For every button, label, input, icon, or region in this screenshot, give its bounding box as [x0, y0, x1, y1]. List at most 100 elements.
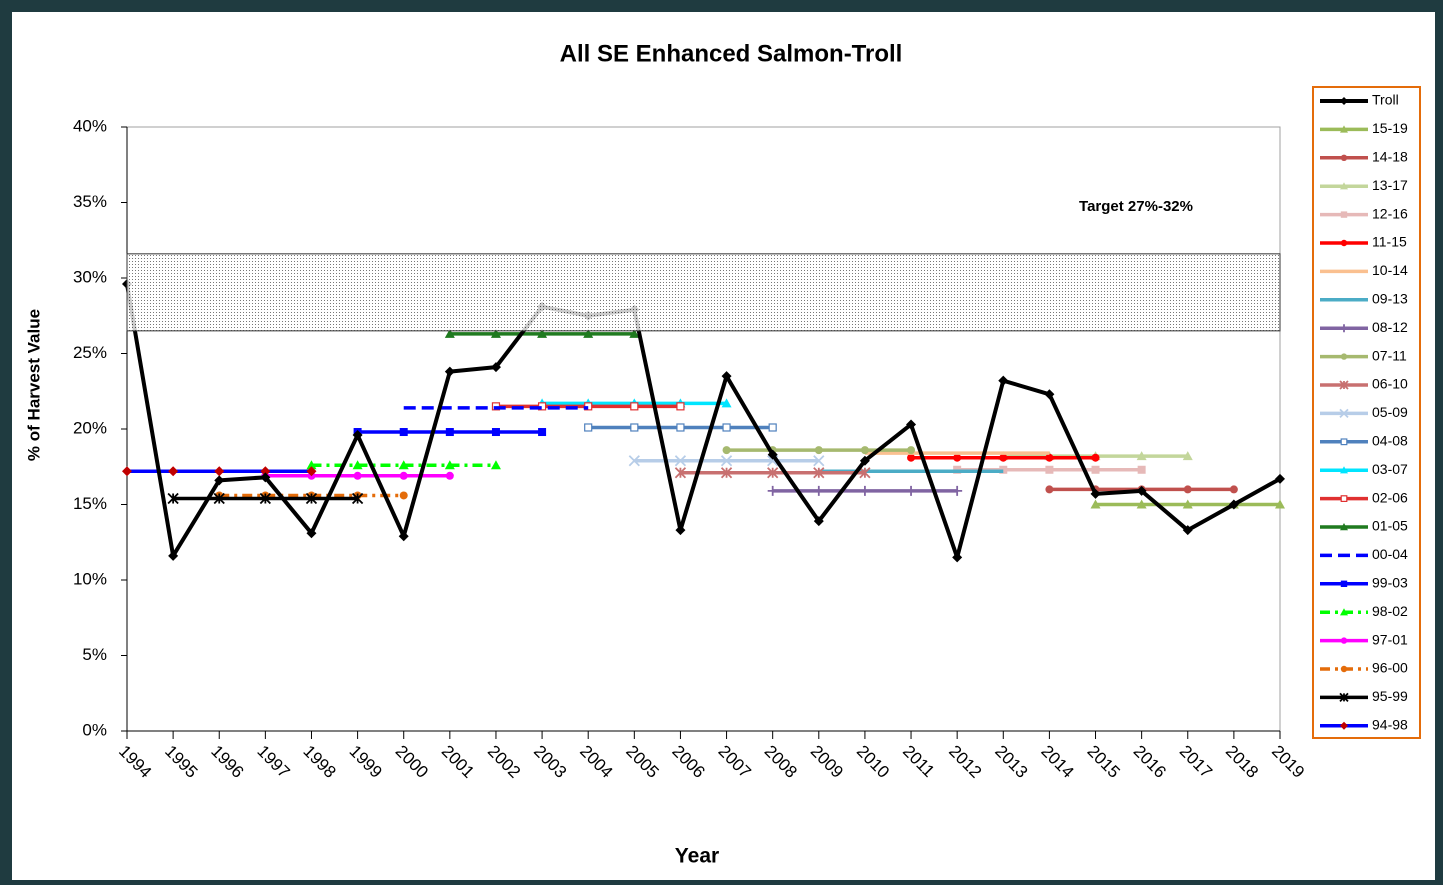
marker	[306, 460, 317, 470]
marker	[952, 552, 963, 563]
marker	[305, 492, 318, 505]
marker	[676, 402, 685, 411]
legend-label: 01-05	[1372, 518, 1408, 534]
legend-marker	[1340, 438, 1348, 446]
target-band	[126, 253, 1281, 332]
legend-label: 09-13	[1372, 291, 1408, 307]
legend-label: 14-18	[1372, 149, 1408, 165]
legend-marker	[1340, 637, 1348, 644]
legend-marker	[1340, 324, 1348, 333]
marker	[1091, 465, 1100, 474]
marker	[1275, 499, 1285, 509]
marker	[722, 423, 731, 432]
legend-label: 06-10	[1372, 376, 1408, 392]
marker	[767, 485, 778, 496]
legend-label: 11-15	[1372, 234, 1407, 250]
legend-label: 04-08	[1372, 433, 1408, 449]
marker	[122, 466, 132, 477]
legend-marker	[1340, 154, 1348, 161]
legend-marker	[1340, 97, 1348, 105]
marker	[260, 466, 271, 477]
marker	[260, 472, 271, 483]
marker	[583, 328, 594, 338]
marker	[1136, 499, 1147, 509]
marker	[1045, 485, 1054, 494]
marker	[721, 371, 732, 382]
marker	[906, 485, 917, 496]
legend-marker	[1340, 239, 1348, 247]
marker	[1045, 453, 1054, 462]
marker	[399, 491, 408, 500]
marker	[399, 471, 408, 480]
y-tick-label: 15%	[73, 494, 107, 513]
marker	[676, 423, 685, 432]
marker	[813, 516, 824, 527]
legend-label: 95-99	[1372, 688, 1408, 704]
legend-marker	[1339, 408, 1349, 419]
marker	[445, 471, 454, 480]
x-axis-title: Year	[675, 845, 719, 868]
marker	[1275, 473, 1285, 484]
legend-marker	[1340, 466, 1348, 474]
chart-title: All SE Enhanced Salmon-Troll	[560, 40, 903, 67]
legend-marker	[1340, 182, 1348, 190]
marker	[720, 467, 733, 479]
y-tick-label: 20%	[73, 418, 107, 437]
marker	[813, 467, 825, 479]
marker	[537, 328, 548, 338]
marker	[1229, 485, 1238, 494]
marker	[306, 528, 317, 539]
marker	[721, 398, 732, 408]
legend-label: 13-17	[1372, 177, 1408, 193]
marker	[674, 455, 687, 467]
legend-label: 00-04	[1372, 546, 1408, 562]
legend-marker	[1340, 608, 1348, 616]
marker	[353, 471, 362, 480]
legend-label: Troll	[1372, 92, 1399, 108]
marker	[445, 428, 454, 437]
legend-marker	[1340, 665, 1348, 673]
annotation: Target 27%-32%	[1079, 198, 1193, 215]
marker	[584, 423, 593, 432]
marker	[398, 460, 409, 470]
marker	[490, 460, 501, 470]
marker	[1228, 499, 1239, 510]
legend-marker	[1339, 380, 1349, 390]
marker	[444, 366, 455, 377]
marker	[491, 428, 500, 437]
legend-label: 99-03	[1372, 575, 1408, 591]
marker	[168, 550, 179, 561]
legend-label: 07-11	[1372, 347, 1407, 363]
legend-label: 12-16	[1372, 205, 1408, 221]
y-tick-label: 0%	[82, 720, 107, 739]
marker	[859, 455, 870, 466]
marker	[1044, 389, 1055, 400]
marker	[952, 485, 963, 496]
legend-label: 15-19	[1372, 120, 1408, 136]
legend-label: 98-02	[1372, 603, 1408, 619]
marker	[168, 466, 179, 477]
marker	[490, 362, 501, 373]
legend-marker	[1340, 495, 1348, 502]
marker	[1045, 465, 1054, 474]
marker	[259, 492, 271, 505]
marker	[674, 467, 687, 479]
marker	[444, 460, 455, 470]
legend-marker	[1340, 580, 1348, 587]
marker	[351, 492, 364, 505]
y-axis-title: % of Harvest Value	[24, 309, 43, 461]
y-tick-label: 35%	[73, 192, 107, 211]
marker	[490, 328, 501, 338]
marker	[1136, 451, 1147, 461]
marker	[1182, 525, 1193, 536]
marker	[214, 466, 225, 477]
legend-marker	[1340, 125, 1348, 133]
legend-label: 96-00	[1372, 660, 1408, 676]
marker	[1182, 499, 1193, 509]
legend-label: 03-07	[1372, 461, 1408, 477]
legend-marker	[1339, 692, 1349, 703]
marker	[1091, 453, 1100, 462]
marker	[628, 455, 640, 467]
marker	[814, 446, 823, 455]
